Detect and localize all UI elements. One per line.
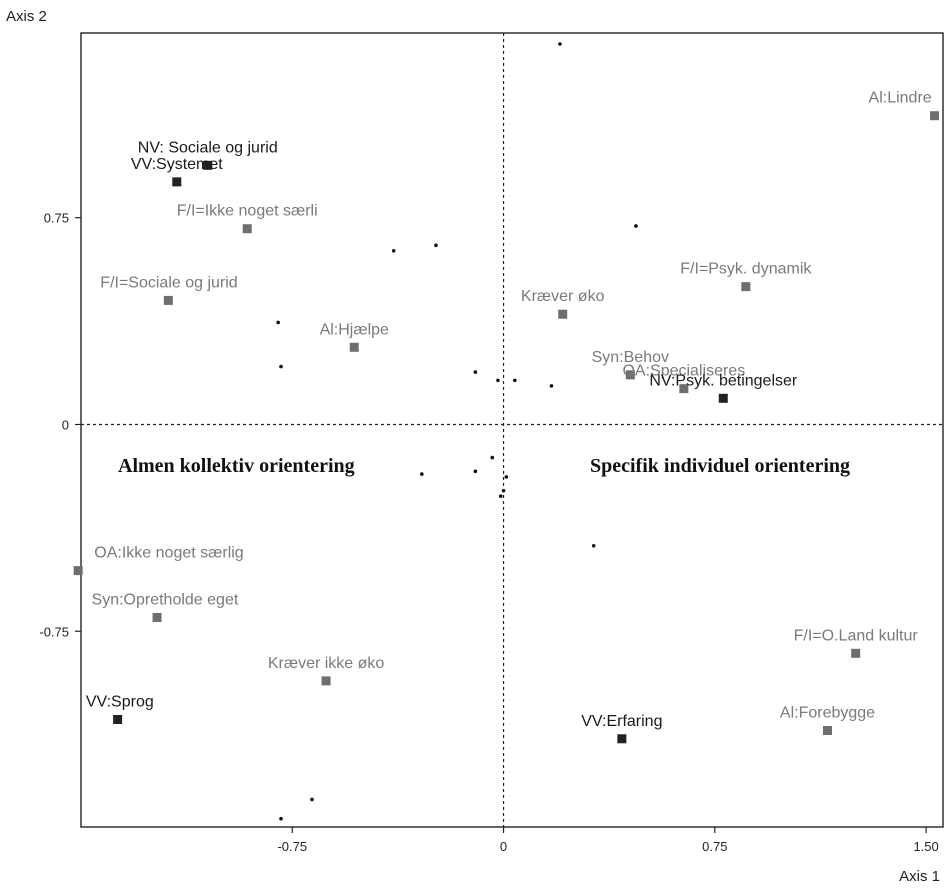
category-marker — [930, 111, 940, 121]
category-marker — [152, 612, 162, 622]
individual-point — [504, 475, 509, 479]
x-tick-label: 0.75 — [702, 839, 727, 854]
category-marker — [73, 566, 83, 576]
category-label: Syn:Behov — [592, 349, 669, 366]
category-points: Al:Lindre NV: Sociale og juridVV:Systemet… — [73, 90, 940, 744]
y-axis-ticks: 0.75 0 -0.75 — [39, 211, 81, 639]
category-marker — [741, 282, 751, 292]
category-marker — [625, 370, 635, 380]
x-axis-ticks: -0.75 0 0.75 1.50 — [277, 827, 939, 854]
individual-point — [549, 384, 554, 388]
individual-point — [434, 243, 438, 248]
category-marker — [321, 676, 331, 686]
individual-point — [276, 320, 280, 325]
region-label-right: Specifik individuel orientering — [590, 455, 850, 477]
individual-point — [279, 364, 283, 369]
individual-point — [496, 378, 500, 383]
category-marker — [349, 342, 359, 352]
individual-point — [279, 816, 283, 821]
region-label-left: Almen kollektiv orientering — [118, 455, 355, 477]
category-marker — [242, 224, 252, 234]
individual-point — [498, 494, 503, 498]
category-label: VV:Sprog — [86, 693, 154, 710]
category-label: Al:Lindre — [869, 90, 932, 107]
y-tick-label: -0.75 — [39, 624, 69, 639]
category-marker — [163, 295, 173, 305]
category-marker — [823, 726, 833, 736]
category-label: VV:Erfaring — [581, 713, 662, 730]
individual-point — [310, 797, 314, 802]
individual-point — [591, 543, 596, 548]
x-axis-title: Axis 1 — [899, 868, 940, 885]
category-marker — [203, 160, 213, 170]
individual-point — [473, 370, 478, 374]
individual-point — [634, 224, 638, 228]
category-label: Al:Hjælpe — [320, 321, 389, 338]
individual-point — [490, 455, 495, 460]
category-label: NV: Sociale og jurid — [138, 139, 278, 156]
category-label: F/I=Ikke noget særli — [177, 203, 318, 220]
category-label: OA:Specialiseres — [622, 363, 745, 380]
x-tick-label: 0 — [500, 839, 507, 854]
individual-point — [420, 472, 424, 476]
category-label: VV:Systemet — [131, 156, 223, 173]
category-label: Syn:Opretholde eget — [92, 591, 239, 608]
category-marker — [851, 648, 861, 658]
y-axis-title: Axis 2 — [6, 8, 47, 25]
category-marker — [172, 177, 182, 187]
individual-point — [513, 378, 517, 383]
individual-point — [558, 42, 562, 46]
category-label: F/I=Sociale og jurid — [100, 274, 237, 291]
individual-point — [473, 469, 478, 474]
category-marker — [558, 309, 568, 319]
category-label: F/I=O.Land kultur — [794, 627, 919, 644]
category-label: Kræver ikke øko — [268, 655, 385, 672]
category-label: F/I=Psyk. dynamik — [680, 261, 812, 278]
category-marker — [617, 734, 627, 744]
category-label: NV:Psyk. betingelser — [649, 372, 798, 389]
y-tick-label: 0 — [62, 417, 69, 432]
y-tick-label: 0.75 — [44, 211, 69, 226]
individual-point — [501, 488, 506, 493]
category-label: OA:Ikke noget særlig — [94, 545, 243, 562]
plot-frame — [80, 32, 944, 828]
individual-points — [276, 42, 638, 821]
category-marker — [679, 384, 689, 394]
category-label: Al:Forebygge — [780, 705, 875, 722]
x-tick-label: -0.75 — [277, 839, 307, 854]
individual-point — [391, 248, 396, 253]
category-marker — [718, 393, 728, 403]
x-tick-label: 1.50 — [913, 839, 938, 854]
category-label: Kræver øko — [521, 288, 605, 305]
category-marker — [113, 714, 123, 724]
